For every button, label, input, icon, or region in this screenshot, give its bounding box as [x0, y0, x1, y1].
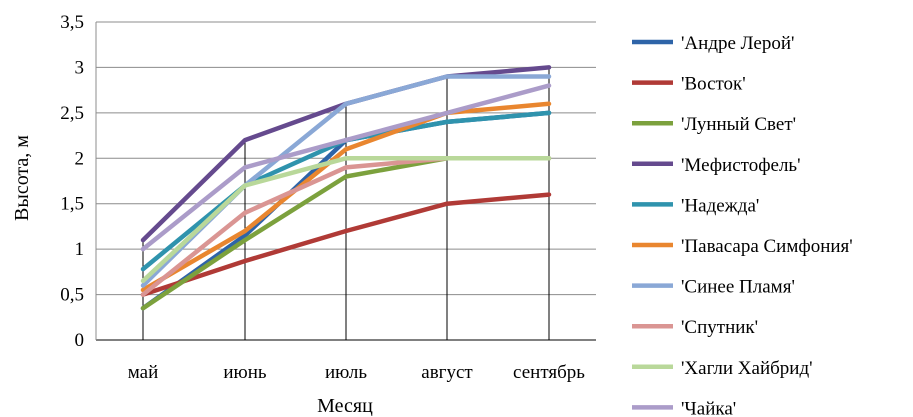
y-tick-label: 1 — [75, 239, 85, 260]
legend-label: 'Хагли Хайбрид' — [681, 358, 813, 379]
series-lines — [140, 65, 552, 311]
legend-label: 'Павасара Симфония' — [681, 236, 853, 257]
x-tick-label: сентябрь — [513, 362, 585, 383]
y-tick-label: 3,5 — [60, 12, 84, 33]
series-line — [140, 192, 552, 297]
y-tick-label: 2,5 — [60, 103, 84, 124]
x-axis-ticks: май июнь июль август сентябрь — [128, 362, 586, 383]
legend-label: 'Чайка' — [681, 398, 736, 417]
y-tick-label: 0 — [75, 330, 85, 351]
y-tick-label: 3 — [75, 57, 85, 78]
x-tick-label: август — [421, 362, 473, 383]
y-tick-label: 2 — [75, 148, 85, 169]
x-tick-label: май — [128, 362, 159, 383]
x-tick-label: июнь — [223, 362, 267, 383]
legend: 'Андре Лерой' 'Восток' 'Лунный Свет' 'Мефис… — [632, 33, 853, 417]
series-line — [140, 101, 552, 293]
x-axis-title: Месяц — [317, 395, 373, 417]
legend-label: 'Надежда' — [681, 195, 759, 216]
x-tick-label: июль — [325, 362, 367, 383]
legend-label: 'Лунный Свет' — [681, 114, 796, 135]
y-tick-label: 0,5 — [60, 285, 84, 306]
series-line — [140, 156, 552, 284]
legend-label: 'Спутник' — [681, 317, 758, 338]
y-axis-ticks: 0 0,5 1 1,5 2 2,5 3 3,5 — [60, 12, 84, 351]
y-tick-label: 1,5 — [60, 194, 84, 215]
y-axis-title: Высота, м — [11, 135, 33, 221]
legend-label: 'Андре Лерой' — [681, 33, 794, 54]
legend-label: 'Мефистофель' — [681, 155, 801, 176]
legend-label: 'Восток' — [681, 74, 746, 95]
legend-label: 'Синее Пламя' — [681, 277, 795, 298]
series-line — [140, 83, 552, 252]
